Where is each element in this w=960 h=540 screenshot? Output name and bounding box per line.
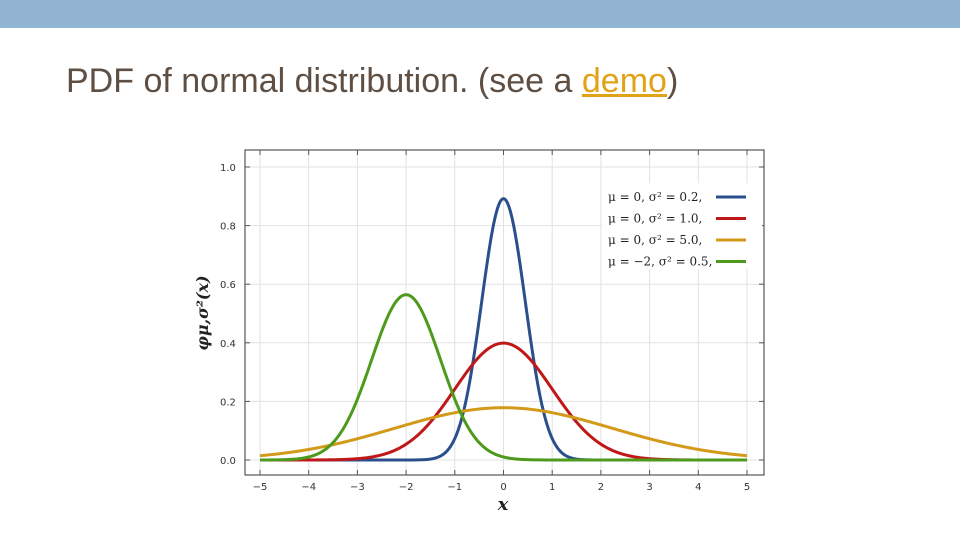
y-tick-label: 0.6 [220,280,236,291]
x-tick-label: 1 [549,482,555,493]
axis-ticks: −5 −4 −3 −2 −1 0 1 2 3 4 5 0.0 0.2 0.4 0.6 0.8 1.0 [220,150,764,493]
legend: μ = 0, σ² = 0.2, μ = 0, σ² = 1.0, μ = 0, σ… [608,190,746,269]
x-tick-label: 3 [646,482,652,493]
x-tick-label: −1 [447,482,462,493]
legend-label-1: μ = 0, σ² = 1.0, [608,212,702,226]
x-tick-label: 0 [500,482,506,493]
x-tick-label: −5 [253,482,268,493]
title-close-paren: ) [666,62,679,100]
y-axis-label: φμ,σ²(x) [193,275,212,350]
series-line-3 [259,293,748,462]
legend-label-0: μ = 0, σ² = 0.2, [608,190,702,204]
x-tick-label: −4 [301,482,316,493]
x-tick-label: 4 [695,482,701,493]
y-tick-label: 1.0 [220,163,236,174]
y-tick-label: 0.8 [220,222,236,233]
demo-link[interactable]: demo [581,62,667,100]
title-text: PDF of normal distribution. (see a [66,62,582,100]
x-axis-label: x [497,494,509,515]
x-tick-label: 5 [744,482,750,493]
legend-label-3: μ = −2, σ² = 0.5, [608,255,712,269]
x-tick-label: −2 [399,482,414,493]
top-accent-bar [0,0,960,28]
plot-frame [244,149,765,476]
normal-pdf-chart: −5 −4 −3 −2 −1 0 1 2 3 4 5 0.0 0.2 0.4 0.6 0.8 1.0 μ = 0… [193,149,765,515]
series-curves [259,197,748,462]
y-tick-label: 0.0 [220,456,236,467]
series-line-2 [259,406,748,458]
slide-title: PDF of normal distribution. (see a demo) [66,62,678,101]
y-tick-label: 0.2 [220,397,236,408]
legend-label-2: μ = 0, σ² = 5.0, [608,233,702,247]
x-tick-label: 2 [598,482,604,493]
x-tick-label: −3 [350,482,365,493]
y-tick-label: 0.4 [220,339,236,350]
